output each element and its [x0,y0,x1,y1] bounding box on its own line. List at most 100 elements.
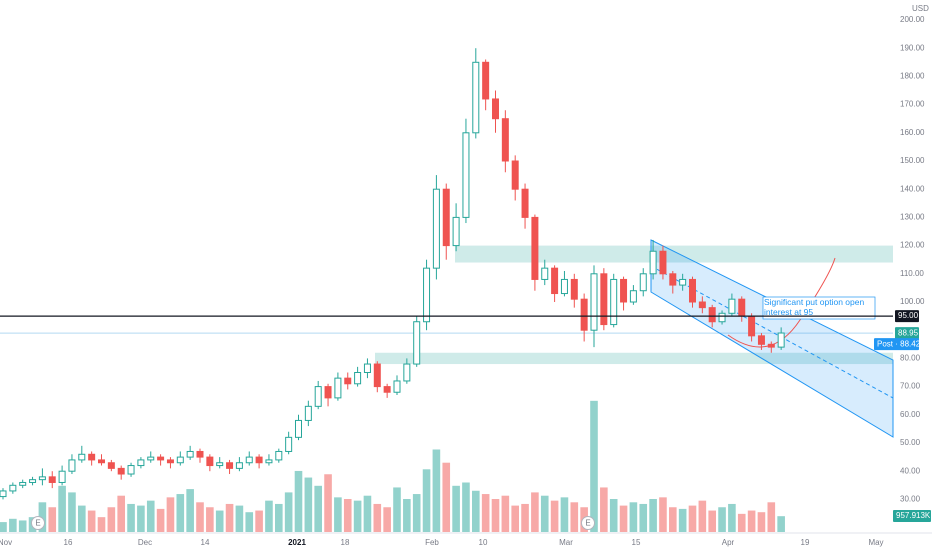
volume-bar [629,502,638,532]
volume-bar [373,503,382,532]
volume-bar [462,482,470,532]
candle-body [413,321,421,365]
candle-body [363,363,371,374]
candle-body [462,132,470,218]
candle-body [620,278,628,303]
candle-body [738,298,746,317]
candle-body [393,380,401,393]
candle-body [245,456,253,464]
candle-body [777,332,785,348]
volume-bar [698,500,707,532]
y-tick-label: 50.00 [900,438,921,447]
y-tick-label: 150.00 [900,156,925,165]
volume-bar [659,497,667,532]
candle-body [255,456,263,464]
candle-body [560,278,568,295]
y-tick-label: 190.00 [900,43,925,52]
candle-body [334,377,342,399]
candle-body [590,273,598,331]
candle-body [767,343,775,348]
candle-body [78,453,86,461]
candle-body [689,278,696,303]
volume-bar [393,487,401,532]
volume-bar [294,470,303,532]
y-tick-label: 110.00 [900,269,924,278]
zone [375,352,893,365]
candle-body [482,61,490,100]
post-label: Post · 88.42 [877,339,921,348]
volume-bar [235,505,244,532]
volume-bar [383,507,391,532]
volume-bar [137,505,145,532]
volume-bar [737,513,746,532]
candle-body [541,267,549,280]
candle-body [639,273,647,292]
y-tick-label: 130.00 [900,213,925,222]
x-tick-label: Nov [0,538,12,547]
projection-arrow [727,257,836,348]
candle-body [206,456,214,467]
volume-bar [117,495,125,532]
volume-bar [767,502,776,532]
volume-bar [777,516,785,532]
candle-body [186,450,194,458]
candle-body [452,216,460,247]
x-tick-label: May [868,538,883,547]
volume-bar [324,474,332,532]
price-tag [895,327,919,340]
annotation: Significant put option open interest at … [764,297,865,317]
volume-bar [225,503,234,532]
candle-body [679,278,687,286]
y-tick-label: 80.00 [900,354,921,363]
candle-body [166,459,174,464]
y-tick-label: 30.00 [900,495,921,504]
price-label: 88.95 [898,328,919,337]
volume-bar [649,499,657,532]
volume-tag [893,510,931,522]
volume-bar [353,500,362,532]
volume-bar [87,510,96,532]
volume-bar [747,510,756,532]
volume-bar [68,492,76,532]
volume-bar [403,499,411,532]
level-tag [895,310,919,323]
candle-body [295,419,302,438]
candle-body [107,462,115,469]
volume-bar [560,497,569,532]
y-tick-label: 160.00 [900,128,925,137]
candle-body [216,462,224,467]
candles [0,48,785,532]
x-tick-label: 16 [64,538,73,547]
volume-bar [550,500,559,532]
y-tick-label: 200.00 [900,15,925,24]
candle-body [157,456,165,461]
candle-body [68,459,76,472]
x-tick-label: 18 [341,538,350,547]
volume-bar [314,485,322,532]
candle-body [147,456,155,461]
y-tick-label: 140.00 [900,184,925,193]
candle-body [344,377,352,385]
y-tick-label: 40.00 [900,466,921,475]
candle-body [492,98,499,120]
candle-body [531,216,539,280]
candle-body [19,481,27,486]
y-tick-label: 170.00 [900,100,925,109]
candle-body [432,188,440,269]
x-tick-label: Dec [138,538,152,547]
candle-body [669,273,677,286]
volume-bar [107,507,116,532]
volume-bar [412,494,421,532]
candle-body [0,490,7,498]
candle-body [58,470,66,483]
candle-body [9,484,17,492]
volume-bar [0,522,7,532]
x-tick-label: 2021 [288,538,306,547]
volume-bar [146,500,155,532]
candle-body [117,467,125,475]
volume-bar [590,400,598,532]
channel [650,239,894,438]
earnings-label: E [585,519,590,528]
volume-bar [570,502,579,532]
x-tick-label: 15 [632,538,641,547]
